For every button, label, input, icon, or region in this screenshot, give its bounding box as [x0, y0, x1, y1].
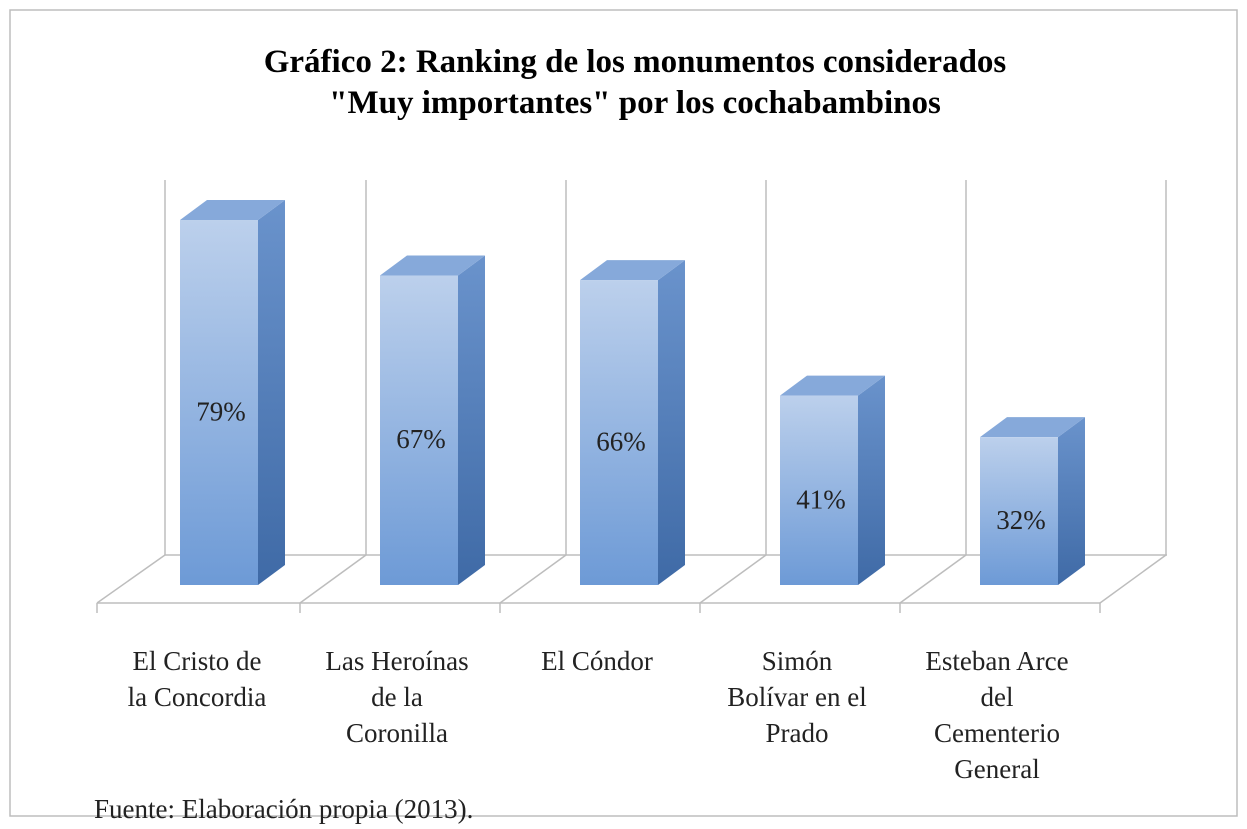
floor-divider	[299, 554, 367, 604]
bar-top	[180, 200, 285, 221]
bar	[380, 255, 485, 585]
bar	[980, 417, 1085, 585]
floor-divider	[899, 554, 967, 604]
bar-top	[980, 417, 1085, 438]
bar-front	[780, 395, 858, 585]
value-label: 32%	[996, 505, 1046, 535]
chart-subtitle: "Muy importantes" por los cochabambinos	[329, 85, 941, 121]
floor-divider	[499, 554, 567, 604]
bar-front	[380, 275, 458, 585]
bar-front	[980, 437, 1058, 585]
bar-top	[580, 260, 685, 281]
x-tick-label: Esteban Arce del Cementerio General	[925, 646, 1068, 784]
x-tick-label: El Cristo de la Concordia	[128, 646, 267, 712]
x-tick-label: Simón Bolívar en el Prado	[727, 646, 866, 748]
bar	[580, 260, 685, 585]
bar-front	[580, 280, 658, 585]
bar	[780, 375, 885, 585]
floor-divider	[96, 554, 166, 604]
bar-front	[180, 220, 258, 585]
value-label: 79%	[196, 397, 246, 427]
floor-divider	[1099, 554, 1167, 604]
bar-top	[380, 255, 485, 276]
value-label: 67%	[396, 424, 446, 454]
chart-title: Gráfico 2: Ranking de los monumentos con…	[264, 44, 1007, 80]
bar-side	[1058, 417, 1085, 585]
floor-divider	[699, 554, 767, 604]
bar-side	[858, 375, 885, 585]
bar	[180, 200, 285, 585]
x-tick-label: Las Heroínas de la Coronilla	[325, 646, 468, 748]
bar-side	[458, 255, 485, 585]
value-label: 66%	[596, 427, 646, 457]
bar-side	[658, 260, 685, 585]
value-label: 41%	[796, 484, 846, 514]
x-tick-label: El Cóndor	[541, 646, 653, 676]
source-note: Fuente: Elaboración propia (2013).	[94, 794, 473, 824]
bar-top	[780, 375, 885, 396]
bar-side	[258, 200, 285, 585]
